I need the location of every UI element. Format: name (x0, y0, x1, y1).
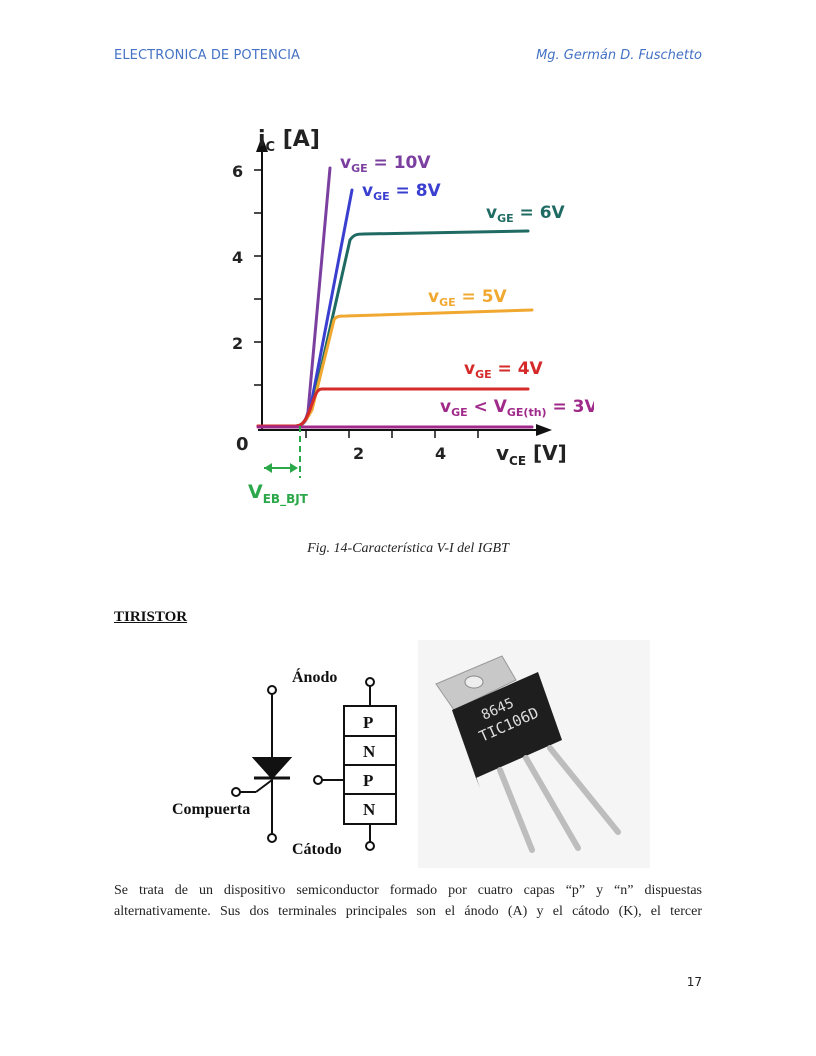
x-tick-label-4: 4 (435, 444, 446, 463)
to220-package-image: 8645 TIC106D (418, 640, 650, 868)
figure-caption: Fig. 14-Característica V-I del IGBT (307, 541, 509, 556)
thyristor-symbol (231, 685, 293, 843)
label-vge-5v: vGE = 5V (428, 287, 508, 309)
header-title: ELECTRONICA DE POTENCIA (114, 48, 301, 63)
page-number: 17 (686, 975, 702, 989)
curve-vge-4v (256, 387, 530, 428)
x-axis-label: vCE [V] (496, 441, 567, 468)
y-tick-label-4: 4 (232, 248, 243, 267)
threshold-label: VEB_BJT (248, 481, 309, 507)
cathode-label: Cátodo (292, 841, 342, 858)
y-axis-label: iC [A] (258, 127, 320, 155)
x-axis-arrow (536, 424, 552, 436)
curve-vge-8v (256, 188, 354, 428)
header-author: Mg. Germán D. Fuschetto (536, 48, 702, 63)
layer-p1: P (363, 713, 373, 732)
gate-label: Compuerta (172, 801, 250, 818)
curve-vge-10v (256, 166, 332, 428)
label-vge-8v: vGE = 8V (362, 181, 442, 203)
threshold-arrow-left (264, 463, 272, 473)
layer-p2: P (363, 771, 373, 790)
anode-label: Ánodo (292, 667, 337, 686)
threshold-arrow-right (290, 463, 298, 473)
body-line-2: alternativamente. Sus dos terminales pri… (114, 904, 702, 919)
x-tick-label-2: 2 (353, 444, 364, 463)
origin-label: 0 (236, 434, 249, 455)
pnpn-layers (313, 677, 397, 851)
igbt-vi-chart: 6 4 2 0 2 4 iC [A] vCE [V] vGE = 10V vGE… (232, 127, 594, 507)
label-vge-6v: vGE = 6V (486, 203, 566, 225)
y-axis-arrow (256, 136, 268, 152)
body-line-1: Se trata de un dispositivo semiconductor… (114, 883, 702, 898)
layer-n1: N (363, 742, 376, 761)
body-paragraph: Se trata de un dispositivo semiconductor… (114, 880, 702, 922)
label-vge-10v: vGE = 10V (340, 153, 431, 175)
y-ticks (254, 169, 262, 386)
x-ticks (305, 430, 479, 438)
layer-n2: N (363, 800, 376, 819)
label-vge-4v: vGE = 4V (464, 359, 544, 381)
y-tick-label-6: 6 (232, 162, 243, 181)
y-tick-label-2: 2 (232, 334, 243, 353)
label-vge-3v: vGE < VGE(th) = 3V (440, 397, 594, 419)
thyristor-figure: P N P N Ánodo Compuerta Cátodo 8645 TIC1… (172, 640, 650, 868)
section-title: TIRISTOR (114, 609, 188, 625)
